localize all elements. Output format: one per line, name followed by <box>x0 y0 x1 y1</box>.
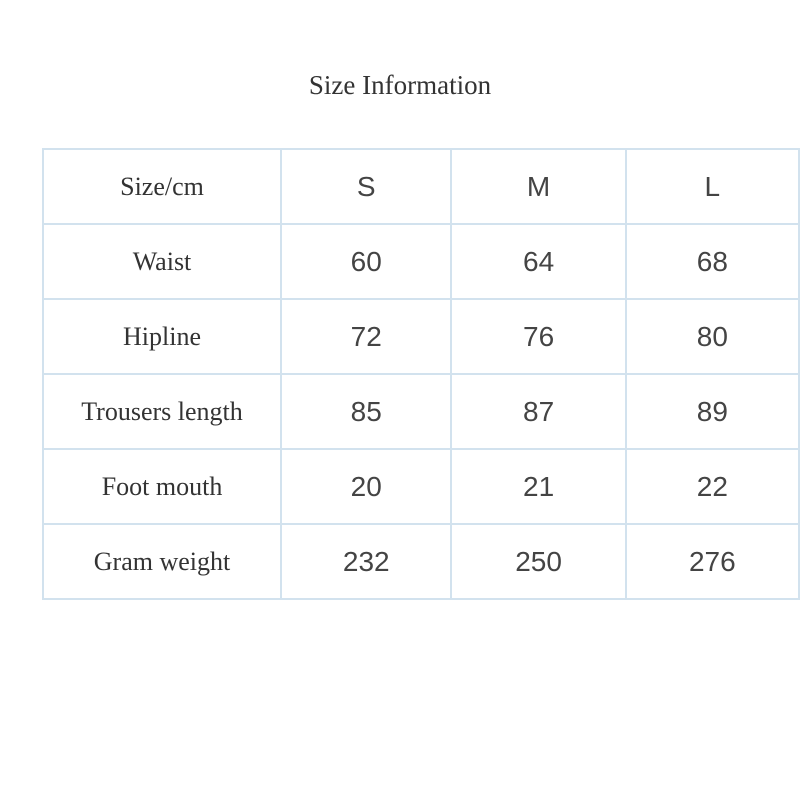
row-label: Waist <box>41 223 283 300</box>
cell: 80 <box>624 298 800 375</box>
cell: 89 <box>624 373 800 450</box>
table-header-row: Size/cm S M L <box>41 148 800 225</box>
row-label: Hipline <box>41 298 283 375</box>
header-size: L <box>624 148 800 225</box>
header-size: M <box>450 148 627 225</box>
cell: 21 <box>450 448 627 525</box>
cell: 276 <box>624 523 800 600</box>
table-row: Hipline 72 76 80 <box>41 298 800 375</box>
table-row: Trousers length 85 87 89 <box>41 373 800 450</box>
page-title: Size Information <box>308 70 492 100</box>
cell: 72 <box>280 298 453 375</box>
cell: 64 <box>450 223 627 300</box>
cell: 60 <box>280 223 453 300</box>
cell: 22 <box>624 448 800 525</box>
table-row: Foot mouth 20 21 22 <box>41 448 800 525</box>
row-label: Gram weight <box>41 523 283 600</box>
row-label: Foot mouth <box>41 448 283 525</box>
cell: 76 <box>450 298 627 375</box>
cell: 68 <box>624 223 800 300</box>
header-size: S <box>280 148 453 225</box>
table-row: Gram weight 232 250 276 <box>41 523 800 600</box>
cell: 85 <box>280 373 453 450</box>
row-label: Trousers length <box>41 373 283 450</box>
cell: 232 <box>280 523 453 600</box>
header-label: Size/cm <box>41 148 283 225</box>
size-table: Size/cm S M L Waist 60 64 68 Hipline 72 … <box>41 148 800 600</box>
table-row: Waist 60 64 68 <box>41 223 800 300</box>
cell: 250 <box>450 523 627 600</box>
cell: 87 <box>450 373 627 450</box>
cell: 20 <box>280 448 453 525</box>
